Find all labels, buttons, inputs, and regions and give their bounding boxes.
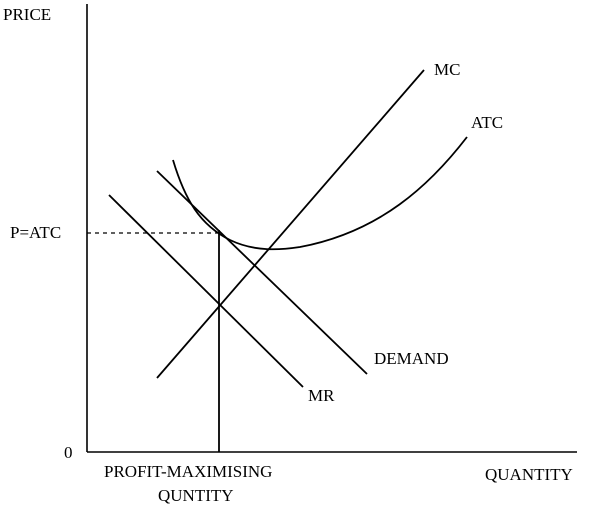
mc-label: MC bbox=[434, 60, 460, 79]
mc-curve bbox=[156, 69, 425, 379]
price-label: P=ATC bbox=[10, 223, 61, 242]
x-axis-label: QUANTITY bbox=[485, 465, 573, 484]
quantity-label-line1: PROFIT-MAXIMISING bbox=[104, 462, 272, 481]
demand-label: DEMAND bbox=[374, 349, 449, 368]
mr-curve bbox=[108, 194, 304, 388]
quantity-label-line2: QUNTITY bbox=[158, 486, 234, 505]
y-axis-label: PRICE bbox=[3, 5, 51, 24]
atc-curve bbox=[172, 136, 468, 251]
mr-label: MR bbox=[308, 386, 335, 405]
origin-label: 0 bbox=[64, 443, 73, 462]
atc-label: ATC bbox=[471, 113, 503, 132]
